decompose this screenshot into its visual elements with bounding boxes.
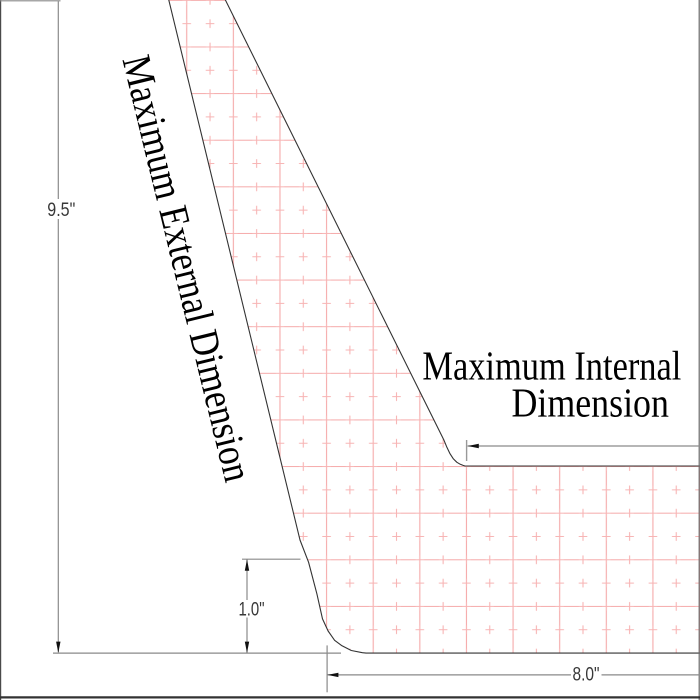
svg-text:Maximum Internal: Maximum Internal xyxy=(422,342,681,388)
svg-text:8.0": 8.0" xyxy=(573,665,600,686)
svg-text:Dimension: Dimension xyxy=(511,380,669,426)
svg-text:1.0": 1.0" xyxy=(239,600,265,621)
svg-text:9.5": 9.5" xyxy=(47,200,75,221)
